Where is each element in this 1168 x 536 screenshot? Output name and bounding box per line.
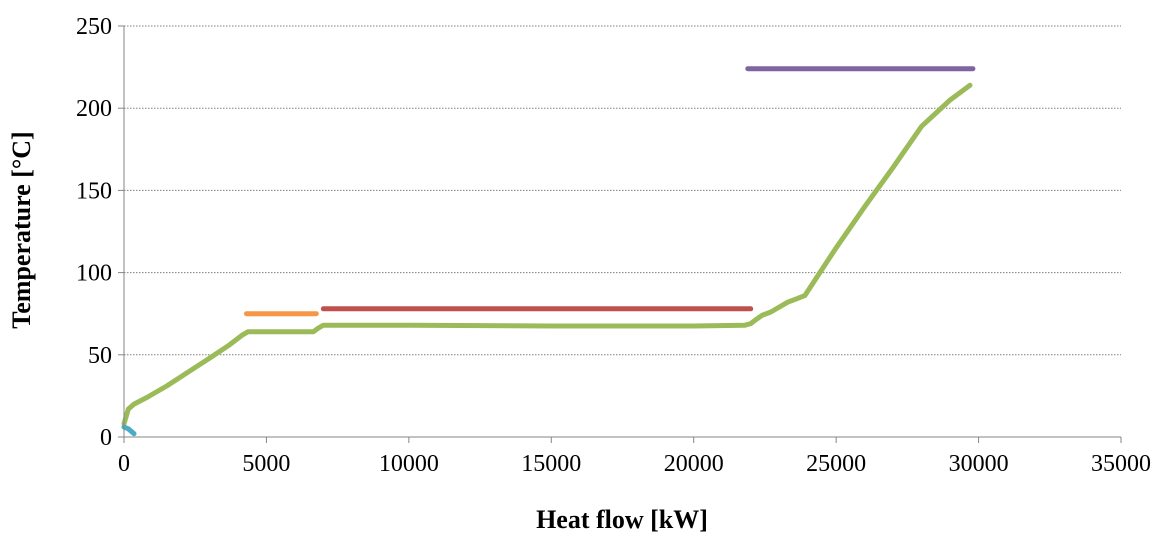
tick-labels: 0 50 100 150 200 250 0 5000 10000 15000 20000 25000… (76, 14, 1151, 477)
axes (118, 25, 1122, 443)
y-tick-label: 0 (100, 425, 112, 451)
y-tick-label: 150 (76, 178, 112, 204)
x-tick-label: 5000 (242, 451, 290, 477)
x-axis-title: Heat flow [kW] (536, 505, 708, 534)
x-tick-label: 25000 (806, 451, 866, 477)
data-series (121, 66, 976, 437)
series-line-2 (121, 424, 137, 437)
y-tick-label: 100 (76, 261, 112, 287)
x-tick-label: 35000 (1091, 451, 1151, 477)
x-tick-label: 0 (118, 451, 130, 477)
y-tick-label: 200 (76, 96, 112, 122)
x-tick-label: 10000 (379, 451, 439, 477)
x-tick-label: 20000 (664, 451, 724, 477)
gridlines (124, 25, 1121, 356)
y-tick-label: 50 (88, 343, 112, 369)
series-line-1 (121, 82, 973, 427)
y-tick-label: 250 (76, 14, 112, 40)
y-axis-title: Temperature [°C] (7, 131, 36, 328)
x-tick-label: 15000 (521, 451, 581, 477)
x-tick-label: 30000 (949, 451, 1009, 477)
